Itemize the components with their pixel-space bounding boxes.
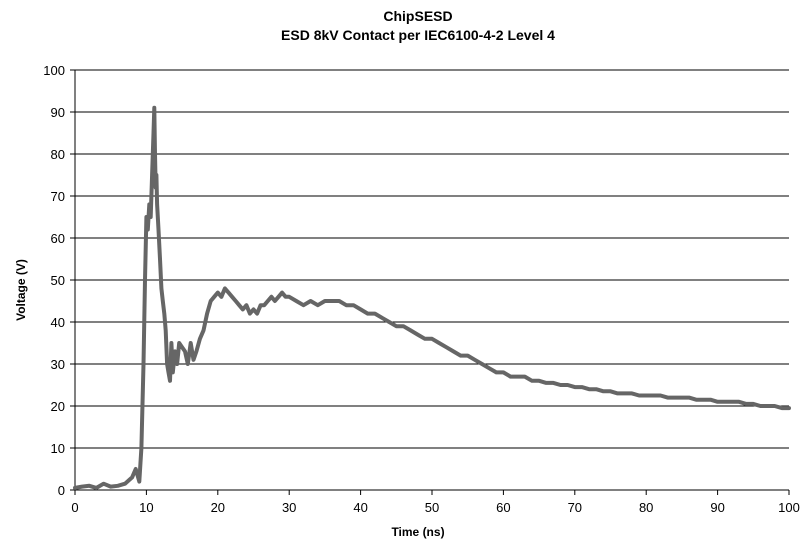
x-tick-label-40: 40 xyxy=(353,500,367,515)
chart-subtitle: ESD 8kV Contact per IEC6100-4-2 Level 4 xyxy=(281,27,555,43)
x-tick-label-80: 80 xyxy=(639,500,653,515)
y-tick-label-40: 40 xyxy=(51,315,65,330)
series-layer xyxy=(73,105,791,490)
x-tick-label-70: 70 xyxy=(568,500,582,515)
y-tick-label-80: 80 xyxy=(51,147,65,162)
x-tick-label-20: 20 xyxy=(211,500,225,515)
y-tick-label-30: 30 xyxy=(51,357,65,372)
y-tick-label-10: 10 xyxy=(51,441,65,456)
x-tick-label-60: 60 xyxy=(496,500,510,515)
chart-title: ChipSESD xyxy=(383,8,452,24)
y-tick-label-90: 90 xyxy=(51,105,65,120)
series-line-0 xyxy=(73,105,791,490)
y-axis-label: Voltage (V) xyxy=(14,259,28,321)
x-tick-label-100: 100 xyxy=(778,500,800,515)
y-tick-label-50: 50 xyxy=(51,273,65,288)
grid-lines xyxy=(75,69,789,449)
x-tick-label-10: 10 xyxy=(139,500,153,515)
tick-labels: 0 10 20 30 40 50 60 70 80 90 100 0 10 20 30 40 50 60 70 80 9… xyxy=(43,63,800,515)
x-tick-label-0: 0 xyxy=(71,500,78,515)
y-tick-label-0: 0 xyxy=(58,483,65,498)
x-tick-label-90: 90 xyxy=(710,500,724,515)
x-tick-label-30: 30 xyxy=(282,500,296,515)
axes xyxy=(70,69,790,495)
y-tick-label-60: 60 xyxy=(51,231,65,246)
y-tick-label-20: 20 xyxy=(51,399,65,414)
y-tick-label-70: 70 xyxy=(51,189,65,204)
x-axis-label: Time (ns) xyxy=(391,525,444,539)
y-tick-label-100: 100 xyxy=(43,63,65,78)
x-tick-label-50: 50 xyxy=(425,500,439,515)
